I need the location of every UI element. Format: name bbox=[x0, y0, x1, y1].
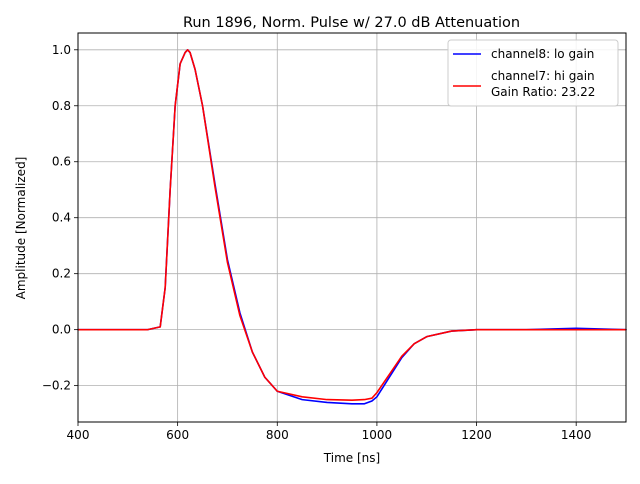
y-tick-label: 0.6 bbox=[52, 155, 71, 169]
series-line-channel7 bbox=[77, 48, 627, 401]
y-tick-label: 0.4 bbox=[52, 211, 71, 225]
chart-title: Run 1896, Norm. Pulse w/ 27.0 dB Attenua… bbox=[183, 15, 520, 31]
legend-label-lo-gain: channel8: lo gain bbox=[491, 47, 594, 61]
y-tick-label: 0.8 bbox=[52, 99, 71, 113]
legend-box bbox=[447, 39, 619, 107]
y-axis-label: Amplitude [Normalized] bbox=[14, 157, 28, 300]
y-tick-label: 0.0 bbox=[52, 323, 71, 337]
y-tick-label: 1.0 bbox=[52, 43, 71, 57]
plot-frame bbox=[77, 32, 627, 423]
y-ticks: −0.2 0.0 0.2 0.4 0.6 0.8 1.0 bbox=[42, 43, 78, 393]
series-layer bbox=[77, 48, 627, 405]
y-tick-label: −0.2 bbox=[42, 379, 71, 393]
x-tick-label: 600 bbox=[166, 428, 189, 442]
x-ticks: 400 600 800 1000 1200 1400 bbox=[67, 422, 592, 442]
legend-gain-ratio: Gain Ratio: 23.22 bbox=[491, 85, 595, 99]
x-tick-label: 1400 bbox=[561, 428, 592, 442]
x-tick-label: 400 bbox=[67, 428, 90, 442]
legend-label-hi-gain: channel7: hi gain bbox=[491, 69, 595, 83]
legend: channel8: lo gain channel7: hi gain Gain… bbox=[447, 39, 619, 107]
y-tick-label: 0.2 bbox=[52, 267, 71, 281]
x-tick-label: 1200 bbox=[461, 428, 492, 442]
x-tick-label: 1000 bbox=[362, 428, 393, 442]
x-tick-label: 800 bbox=[266, 428, 289, 442]
x-axis-label: Time [ns] bbox=[323, 451, 380, 465]
